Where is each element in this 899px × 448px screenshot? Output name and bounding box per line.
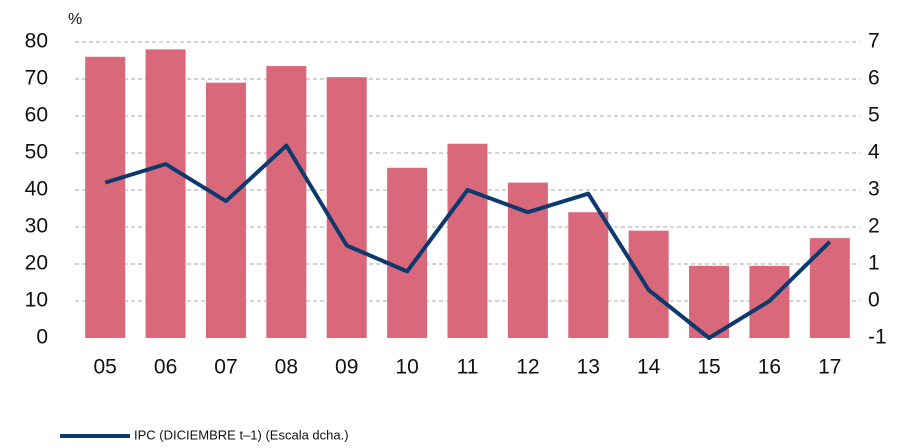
y-tick-label: 60: [25, 104, 48, 127]
legend-label: IPC (DICIEMBRE t–1) (Escala dcha.): [134, 427, 349, 442]
y2-tick-label: 2: [868, 215, 880, 238]
x-tick-label: 14: [637, 356, 661, 379]
x-tick-label: 07: [214, 356, 237, 379]
y2-tick-label: 5: [868, 104, 880, 127]
y2-tick-label: 3: [868, 178, 880, 201]
x-tick-label: 11: [457, 356, 479, 379]
bar: [447, 143, 488, 338]
x-tick-label: 09: [335, 356, 358, 379]
y-tick-label: 10: [25, 289, 48, 312]
bar: [266, 66, 307, 339]
x-tick-label: 17: [818, 356, 841, 379]
y-tick-label: 20: [25, 252, 48, 275]
bar: [326, 77, 367, 339]
bar: [205, 82, 246, 338]
y-tick-label: 80: [25, 30, 48, 53]
bar: [145, 49, 186, 339]
x-tick-label: 10: [395, 356, 418, 379]
y-tick-label: 50: [25, 141, 48, 164]
x-tick-label: 05: [94, 356, 117, 379]
y2-tick-label: 7: [868, 30, 880, 53]
y2-tick-label: -1: [868, 326, 887, 349]
y-tick-label: 40: [25, 178, 48, 201]
x-tick-label: 08: [275, 356, 298, 379]
bar: [568, 212, 609, 338]
x-tick-label: 13: [577, 356, 600, 379]
y2-tick-label: 4: [868, 141, 880, 164]
bar: [85, 56, 126, 339]
x-tick-label: 12: [516, 356, 539, 379]
x-tick-label: 06: [154, 356, 177, 379]
bar: [628, 230, 669, 338]
y2-tick-label: 0: [868, 289, 880, 312]
x-tick-label: 16: [758, 356, 781, 379]
x-tick-label: 15: [697, 356, 720, 379]
y-tick-label: 0: [36, 326, 48, 349]
y-unit-label: %: [68, 11, 82, 28]
line: [104, 143, 832, 340]
y-tick-label: 70: [25, 67, 48, 90]
y-tick-label: 30: [25, 215, 48, 238]
y2-tick-label: 1: [868, 252, 880, 275]
y2-tick-label: 6: [868, 67, 880, 90]
